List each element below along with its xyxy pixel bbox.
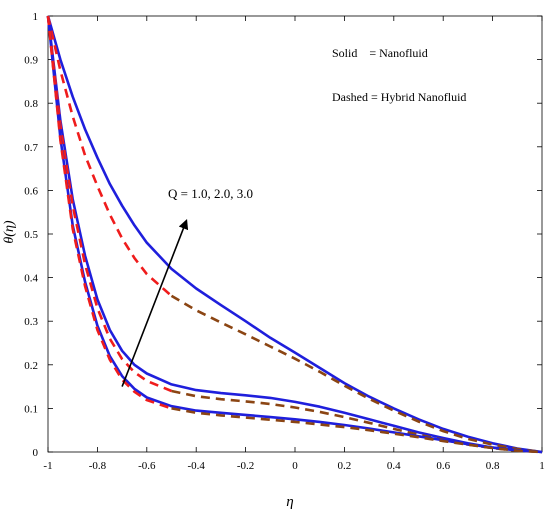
- x-tick-label: 0: [292, 460, 298, 472]
- x-axis: -1 -0.8 -0.6 -0.4 -0.2 0 0.2 0.4 0.6 0.8 1: [43, 16, 545, 472]
- y-tick-label: 0.9: [24, 55, 38, 67]
- y-tick-label: 0.5: [24, 229, 38, 241]
- q-arrow: [121, 219, 189, 387]
- series-line-solid: [46, 15, 543, 454]
- q-annotation: Q = 1.0, 2.0, 3.0: [168, 186, 253, 201]
- y-axis: 0 0.1 0.2 0.3 0.4 0.5 0.6 0.7 0.8 0.9 1: [24, 11, 542, 459]
- series-line-dashed: [46, 15, 172, 410]
- y-tick-label: 0.6: [24, 185, 38, 197]
- x-tick-label: -1: [43, 460, 52, 472]
- series-line-solid: [46, 15, 543, 454]
- series-layer: [46, 15, 543, 454]
- x-axis-label: η: [286, 494, 293, 510]
- x-tick-label: 0.4: [387, 460, 401, 472]
- series-line-dashed-tail: [171, 407, 543, 454]
- x-tick-label: -0.6: [138, 460, 156, 472]
- legend-entry-solid: Solid = Nanofluid: [332, 46, 428, 60]
- y-tick-label: 0: [33, 447, 39, 459]
- legend-entry-dashed: Dashed = Hybrid Nanofluid: [332, 90, 466, 104]
- x-tick-label: 1: [539, 460, 545, 472]
- annotation-layer: Q = 1.0, 2.0, 3.0: [121, 186, 253, 387]
- x-tick-label: 0.8: [486, 460, 500, 472]
- series-line-dashed: [46, 15, 172, 393]
- x-tick-label: 0.6: [436, 460, 450, 472]
- series-line-dashed-tail: [171, 389, 543, 454]
- y-tick-label: 1: [33, 11, 39, 23]
- y-tick-label: 0.7: [24, 142, 38, 154]
- series-line-dashed: [46, 15, 173, 297]
- y-tick-label: 0.3: [24, 316, 38, 328]
- x-tick-label: 0.2: [338, 460, 352, 472]
- y-tick-label: 0.4: [24, 273, 38, 285]
- y-axis-label: θ(η): [2, 220, 17, 243]
- x-tick-label: -0.2: [237, 460, 254, 472]
- y-tick-label: 0.1: [24, 403, 38, 415]
- legend: Solid = Nanofluid Dashed = Hybrid Nanofl…: [332, 46, 466, 104]
- x-tick-label: -0.8: [89, 460, 107, 472]
- y-tick-label: 0.8: [24, 98, 38, 110]
- x-tick-label: -0.4: [187, 460, 205, 472]
- y-tick-label: 0.2: [24, 360, 38, 372]
